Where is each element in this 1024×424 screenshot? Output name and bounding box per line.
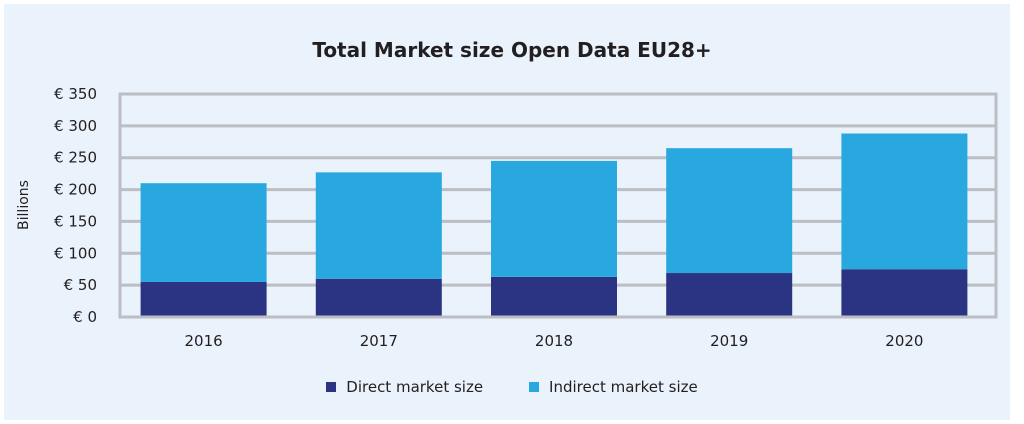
bar-direct-2019 xyxy=(666,273,793,317)
y-tick-label: € 0 xyxy=(73,308,97,326)
y-tick-label: € 250 xyxy=(54,149,97,167)
legend-swatch-indirect xyxy=(529,382,540,392)
legend: Direct market size Indirect market size xyxy=(0,378,1024,396)
y-tick-label: € 150 xyxy=(54,212,97,230)
bar-indirect-2016 xyxy=(140,183,267,282)
chart-title: Total Market size Open Data EU28+ xyxy=(312,38,712,62)
x-tick-label: 2017 xyxy=(360,332,398,350)
x-axis-ticks: 2016 2017 2018 2019 2020 xyxy=(185,332,924,350)
plot-frame xyxy=(118,92,998,319)
bar-direct-2016 xyxy=(140,281,267,317)
y-tick-label: € 300 xyxy=(54,117,97,135)
y-tick-label: € 100 xyxy=(54,244,97,262)
bar-direct-2017 xyxy=(315,278,442,317)
legend-item-indirect: Indirect market size xyxy=(529,378,698,396)
x-tick-label: 2019 xyxy=(710,332,748,350)
bars xyxy=(140,133,968,317)
x-tick-label: 2020 xyxy=(885,332,923,350)
legend-label-direct: Direct market size xyxy=(346,378,484,396)
x-tick-label: 2016 xyxy=(185,332,223,350)
y-tick-label: € 200 xyxy=(54,181,97,199)
bar-indirect-2018 xyxy=(491,160,617,277)
legend-item-direct: Direct market size xyxy=(326,378,483,396)
bar-direct-2018 xyxy=(491,276,617,317)
bar-indirect-2017 xyxy=(315,172,442,279)
bar-indirect-2019 xyxy=(666,148,793,274)
y-tick-label: € 50 xyxy=(64,276,97,294)
y-axis-label: Billions xyxy=(16,180,32,230)
bar-indirect-2020 xyxy=(841,133,968,270)
bar-direct-2020 xyxy=(841,269,968,317)
legend-label-indirect: Indirect market size xyxy=(549,378,698,396)
legend-swatch-direct xyxy=(326,382,337,392)
y-tick-label: € 350 xyxy=(54,85,97,103)
y-axis-ticks: € 0 € 50 € 100 € 150 € 200 € 250 € 300 € 350 xyxy=(54,85,97,326)
x-tick-label: 2018 xyxy=(535,332,573,350)
